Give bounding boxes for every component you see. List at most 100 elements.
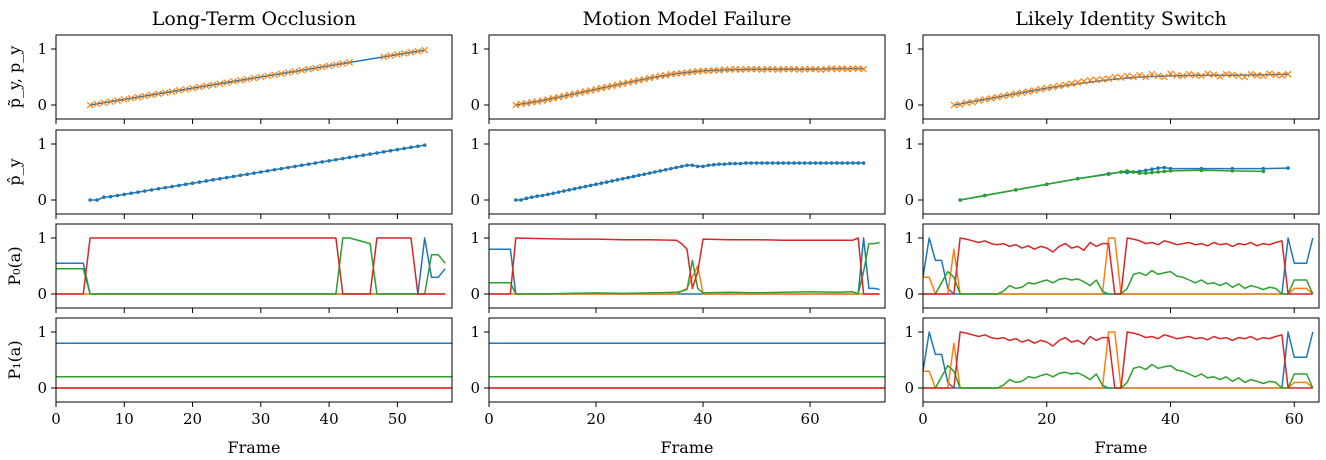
data-point — [851, 161, 855, 165]
data-point-cross — [1266, 70, 1273, 78]
plot-area — [56, 342, 452, 389]
data-point — [224, 175, 229, 180]
plot-area — [923, 237, 1314, 295]
y-tick-label: 0 — [904, 285, 914, 303]
y-tick-label: 1 — [904, 40, 914, 58]
data-point-cross — [114, 97, 121, 104]
data-point-cross — [284, 69, 292, 76]
data-point-cross — [699, 67, 707, 75]
data-point-cross — [1272, 71, 1280, 79]
y-tick-label: 0 — [37, 96, 47, 114]
x-tick-label: 30 — [251, 410, 270, 428]
y-tick-label: 0 — [37, 379, 47, 397]
data-point-cross — [134, 93, 142, 101]
y-tick-label: 1 — [904, 135, 914, 153]
data-point-cross — [387, 52, 394, 60]
data-point — [519, 198, 523, 202]
data-point-cross — [339, 60, 347, 67]
data-point — [1199, 168, 1204, 173]
data-point-cross — [332, 61, 340, 69]
data-point-cross — [742, 65, 750, 73]
data-point-cross — [560, 92, 568, 100]
x-tick-label: 40 — [1161, 410, 1180, 428]
data-point-cross — [1160, 73, 1168, 81]
data-point-cross — [571, 90, 579, 98]
axes-frame — [922, 317, 1320, 403]
y-tick-label: 0 — [470, 379, 480, 397]
series-line-red — [923, 331, 1313, 389]
series-line-red — [489, 237, 880, 295]
data-point-cross — [421, 46, 429, 54]
y-tick-label: 0 — [37, 285, 47, 303]
axes-frame — [922, 129, 1320, 215]
data-point — [626, 175, 630, 180]
data-point — [101, 195, 106, 199]
data-point-cross — [1105, 75, 1113, 83]
data-point-cross — [100, 99, 108, 107]
y-tick-label: 0 — [904, 191, 914, 209]
data-point — [238, 173, 243, 178]
data-point-cross — [407, 48, 415, 56]
data-point — [95, 198, 99, 202]
data-point — [620, 176, 625, 181]
subplot-0-0: 0 1 p̃_y, p_y — [5, 34, 453, 124]
data-point-cross — [962, 99, 970, 107]
data-point-cross — [549, 94, 557, 102]
data-point — [1162, 165, 1167, 170]
data-point — [1162, 169, 1167, 174]
series-line-orange — [923, 331, 1314, 389]
x-tick-label: 60 — [801, 410, 820, 428]
data-point-cross — [202, 82, 210, 90]
data-point — [204, 179, 209, 183]
data-point — [588, 183, 593, 188]
data-point — [299, 163, 304, 168]
x-tick-label: 20 — [586, 410, 605, 428]
data-point — [88, 198, 92, 202]
data-point — [183, 182, 188, 187]
data-point-cross — [1173, 71, 1181, 79]
data-point — [129, 191, 133, 196]
data-point — [792, 161, 796, 165]
data-point-cross — [1216, 73, 1224, 80]
data-point-cross — [141, 92, 149, 100]
y-tick-label: 0 — [37, 191, 47, 209]
data-point — [551, 191, 556, 196]
y-tick-label: 1 — [904, 323, 914, 341]
data-point-cross — [154, 90, 162, 98]
data-point-cross — [1061, 81, 1069, 89]
series-line-green — [56, 237, 446, 295]
data-point-cross — [195, 83, 203, 91]
data-point-cross — [1204, 70, 1212, 78]
data-point-cross — [1030, 87, 1038, 94]
data-point-cross — [592, 85, 600, 93]
axes-frame — [488, 317, 886, 403]
data-point — [320, 160, 325, 164]
data-point-cross — [785, 65, 793, 73]
data-point-cross — [1117, 74, 1125, 81]
data-point-cross — [1055, 82, 1063, 90]
data-point — [594, 182, 598, 187]
data-point-cross — [1000, 92, 1007, 100]
plot-area — [950, 70, 1292, 109]
data-point — [409, 145, 413, 150]
data-point — [749, 161, 754, 165]
data-point-cross — [271, 71, 278, 79]
data-point — [760, 161, 764, 165]
data-point-cross — [1148, 70, 1156, 78]
data-point — [416, 144, 420, 149]
data-point-cross — [969, 98, 976, 106]
data-point — [231, 174, 236, 179]
data-point-cross — [393, 51, 401, 59]
data-point-cross — [305, 65, 313, 73]
data-point — [861, 161, 866, 165]
data-point-cross — [1074, 79, 1082, 87]
data-point-cross — [257, 73, 265, 81]
data-point — [647, 171, 652, 175]
data-point — [637, 173, 641, 178]
data-point — [856, 161, 861, 165]
data-point-cross — [1129, 73, 1137, 81]
x-tick-label: 40 — [694, 410, 713, 428]
y-tick-label: 1 — [470, 135, 480, 153]
data-point — [1125, 169, 1129, 173]
data-point-cross — [400, 50, 408, 57]
